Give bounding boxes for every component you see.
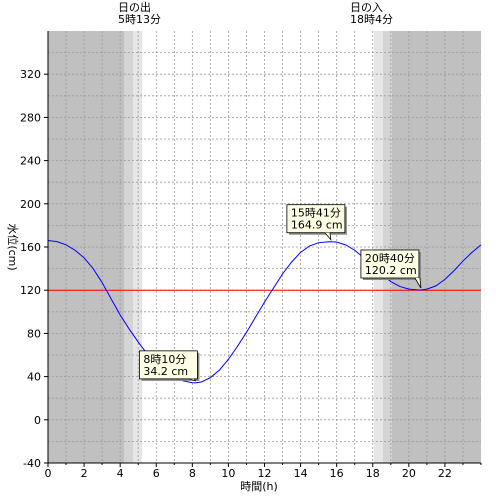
sunset-label: 日の入 [350,1,383,14]
callout-time: 8時10分 [143,353,186,366]
tide-curve [47,240,482,384]
twilight-band-evening-2 [382,31,392,463]
callout-pointer [414,277,422,289]
callout-box [360,249,420,279]
y-tick-label: 200 [20,198,41,211]
callout-time: 15時41分 [291,207,341,220]
sunset-info: 日の入 18時4分 [350,2,393,26]
x-tick-label: 8 [189,467,196,480]
callout-value: 164.9 cm [291,219,343,232]
y-tick-label: 120 [20,284,41,297]
y-tick-label: 240 [20,155,41,168]
series-line [47,240,482,384]
y-tick-label: 40 [27,371,41,384]
x-tick-label: 18 [366,467,380,480]
callout-pointer [189,378,197,382]
grid [48,31,481,463]
x-tick-label: 0 [45,467,52,480]
x-tick-label: 2 [81,467,88,480]
y-tick-label: -40 [23,457,41,470]
y-tick-labels: -40 0 40 80 120 160 200 240 280 320 [20,68,48,470]
x-tick-label: 4 [117,467,124,480]
callout-value: 120.2 cm [365,264,417,277]
y-tick-label: 160 [20,241,41,254]
y-tick-label: 320 [20,68,41,81]
x-tick-labels: 0 2 4 6 8 10 12 14 16 18 20 22 [45,463,482,480]
y-tick-label: 80 [27,327,41,340]
sunrise-label: 日の出 [118,1,151,14]
sunrise-time: 5時13分 [118,13,161,26]
x-tick-label: 14 [294,467,308,480]
callout-box [286,204,346,234]
x-tick-label: 22 [438,467,452,480]
x-tick-label: 12 [258,467,272,480]
callout-time: 20時40分 [365,252,415,265]
x-tick-label: 20 [402,467,416,480]
y-axis-label: 水位(cm) [6,223,20,270]
callout-pointer [324,232,332,242]
sunrise-info: 日の出 5時13分 [118,2,161,26]
callout-box [139,350,198,380]
x-tick-label: 16 [330,467,344,480]
callout-value: 34.2 cm [143,365,188,378]
x-tick-label: 6 [153,467,160,480]
twilight-band-evening-1 [373,31,383,463]
sunset-time: 18時4分 [350,13,393,26]
x-axis-label: 時間(h) [240,480,278,493]
y-tick-label: 0 [34,414,41,427]
y-tick-label: 280 [20,111,41,124]
x-tick-label: 10 [221,467,235,480]
